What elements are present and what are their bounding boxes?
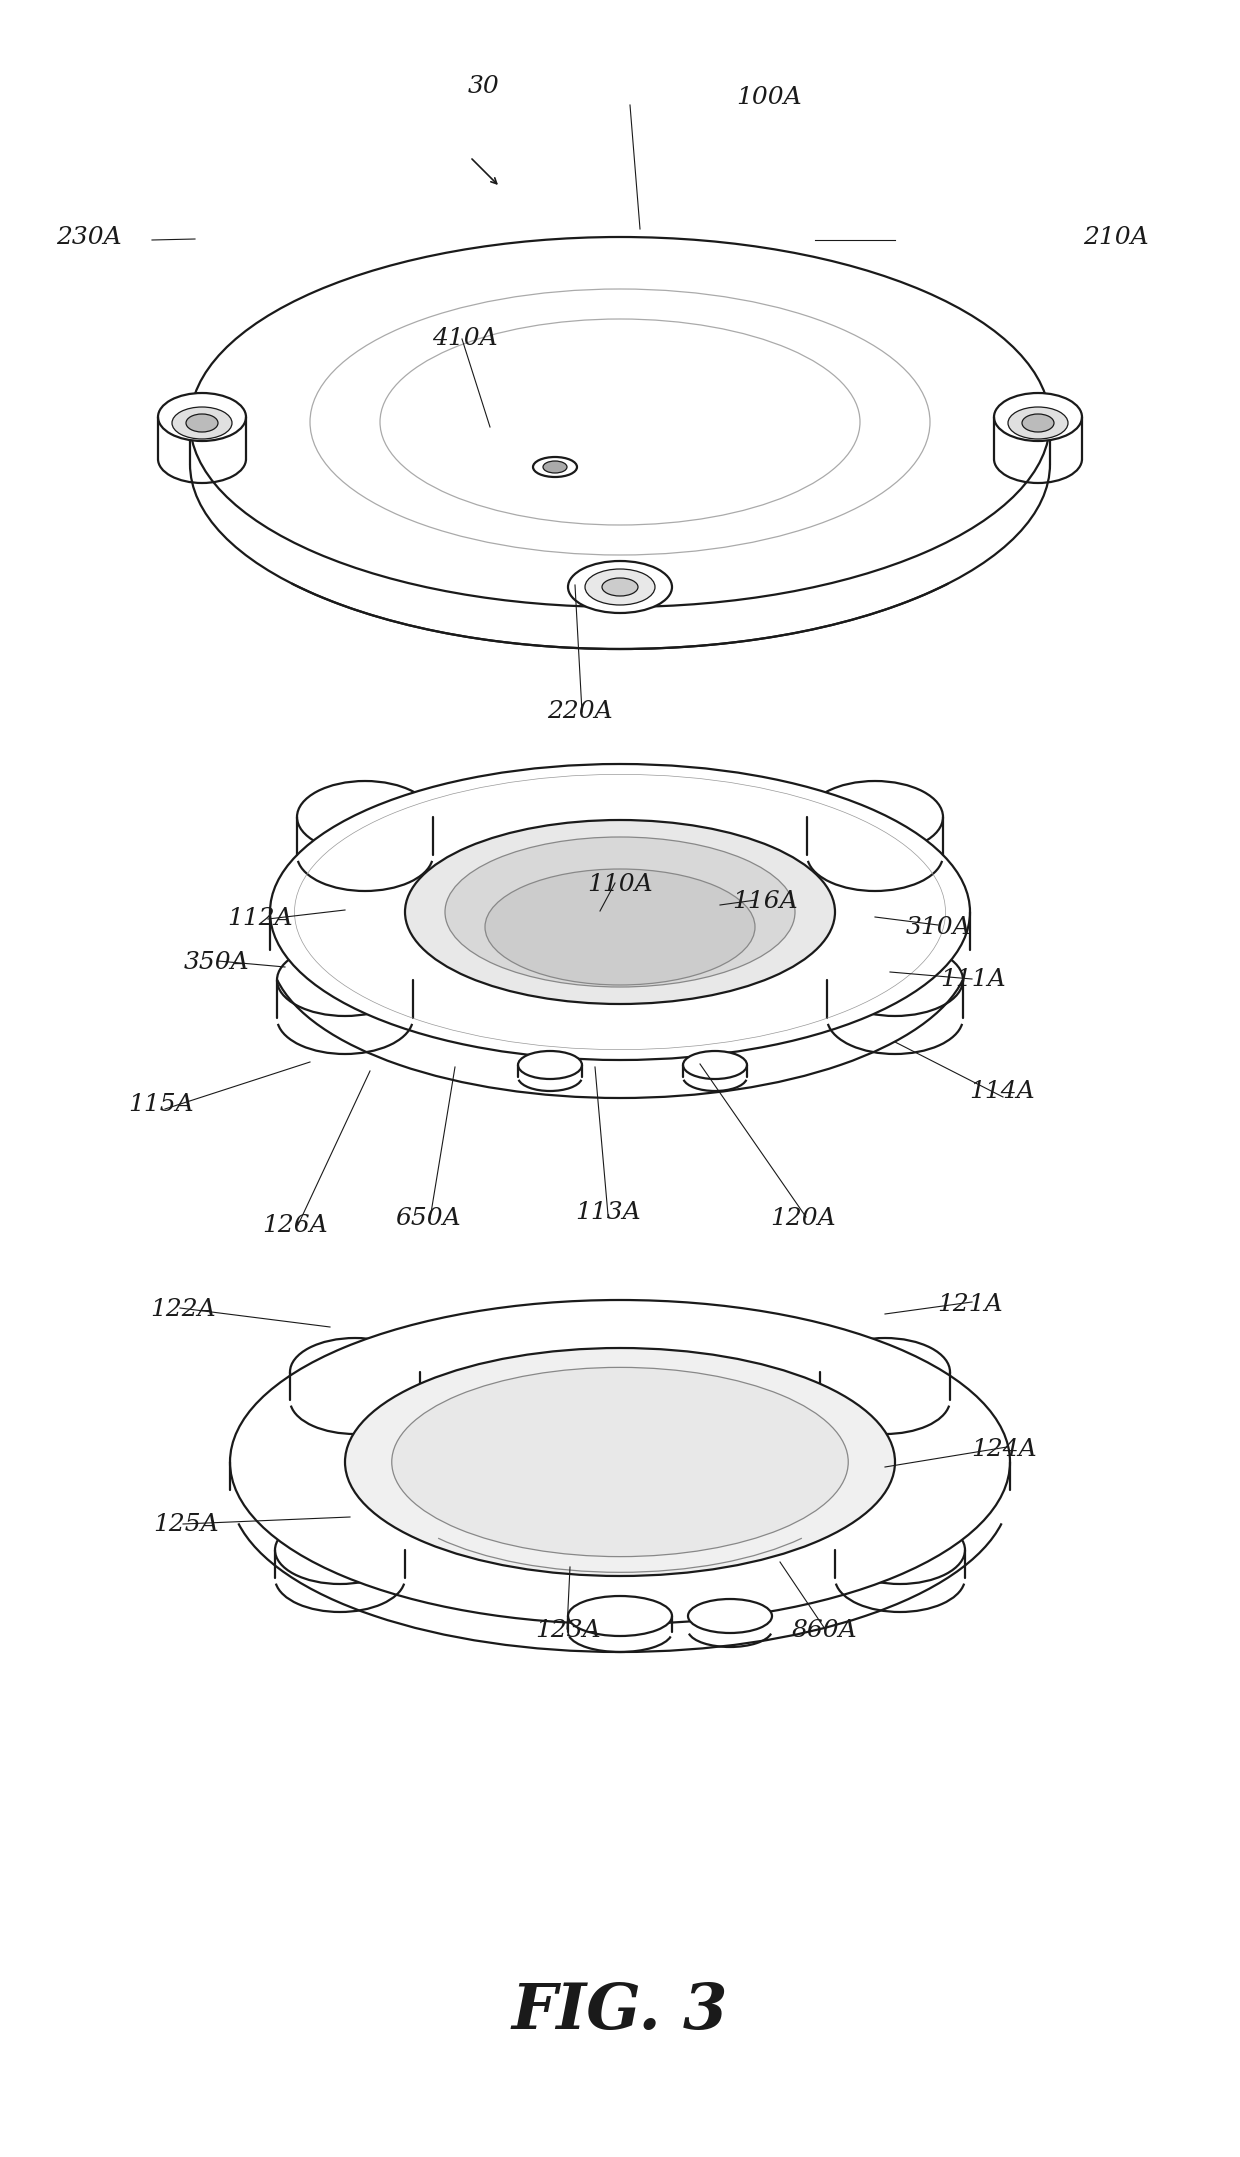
Text: 126A: 126A (263, 1214, 327, 1236)
Ellipse shape (445, 837, 795, 988)
Text: 410A: 410A (433, 328, 497, 349)
Ellipse shape (568, 561, 672, 613)
Text: 123A: 123A (536, 1620, 600, 1641)
Ellipse shape (345, 1348, 895, 1577)
Text: 230A: 230A (57, 226, 122, 248)
Ellipse shape (568, 1596, 672, 1635)
Text: 220A: 220A (548, 701, 613, 723)
Ellipse shape (585, 569, 655, 604)
Ellipse shape (601, 578, 639, 595)
Ellipse shape (270, 764, 970, 1059)
Ellipse shape (1008, 408, 1068, 440)
Text: 113A: 113A (575, 1201, 640, 1223)
Text: 860A: 860A (792, 1620, 857, 1641)
Ellipse shape (186, 414, 218, 431)
Text: FIG. 3: FIG. 3 (512, 1982, 728, 2043)
Ellipse shape (229, 1301, 1011, 1624)
Ellipse shape (807, 781, 942, 852)
Ellipse shape (485, 869, 755, 986)
Text: 116A: 116A (733, 891, 797, 912)
Ellipse shape (310, 289, 930, 554)
Text: 125A: 125A (154, 1514, 218, 1536)
Ellipse shape (827, 945, 963, 1016)
Ellipse shape (1022, 414, 1054, 431)
Ellipse shape (392, 1368, 848, 1557)
Ellipse shape (820, 1337, 950, 1406)
Text: 124A: 124A (972, 1439, 1037, 1460)
Ellipse shape (683, 1050, 746, 1078)
Ellipse shape (835, 1516, 965, 1583)
Ellipse shape (277, 945, 413, 1016)
Ellipse shape (275, 1516, 405, 1583)
Text: 122A: 122A (151, 1299, 216, 1320)
Text: 310A: 310A (906, 917, 971, 938)
Ellipse shape (688, 1598, 773, 1633)
Ellipse shape (533, 457, 577, 477)
Ellipse shape (543, 462, 567, 472)
Ellipse shape (379, 319, 861, 524)
Text: 111A: 111A (941, 968, 1006, 990)
Text: 112A: 112A (228, 908, 293, 930)
Text: 121A: 121A (937, 1294, 1002, 1316)
Ellipse shape (518, 1050, 582, 1078)
Text: 650A: 650A (396, 1208, 460, 1229)
Ellipse shape (290, 1337, 420, 1406)
Ellipse shape (298, 781, 433, 852)
Text: 110A: 110A (588, 874, 652, 895)
Ellipse shape (405, 820, 835, 1003)
Ellipse shape (190, 237, 1050, 606)
Text: 114A: 114A (970, 1081, 1034, 1102)
Ellipse shape (994, 393, 1083, 440)
Text: 350A: 350A (185, 951, 249, 973)
Text: 210A: 210A (1084, 226, 1148, 248)
Text: 100A: 100A (737, 86, 801, 108)
Text: 115A: 115A (129, 1094, 193, 1115)
Ellipse shape (157, 393, 246, 440)
Ellipse shape (172, 408, 232, 440)
Text: 120A: 120A (771, 1208, 836, 1229)
Text: 30: 30 (467, 75, 500, 97)
